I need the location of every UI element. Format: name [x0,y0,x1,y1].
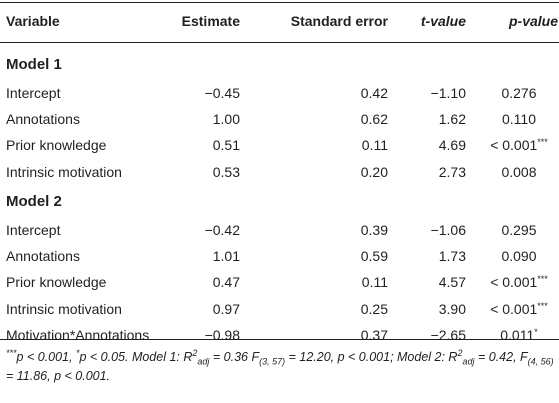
table-row: Intercept −0.45 0.42 −1.10 0.276 [0,80,559,106]
cell-standard-error: 0.62 [360,111,388,128]
cell-t-value: −1.10 [430,85,466,101]
table-row: Intrinsic motivation 0.97 0.25 3.90 < 0.001*… [0,296,559,322]
cell-p-value: 0.110 [480,106,558,132]
footnote-m2-stats-b: = 11.86, p < 0.001. [6,369,111,383]
table-row: Annotations 1.01 0.59 1.73 0.090 [0,243,559,269]
significance-mark: *** [537,274,548,285]
p-value-text: 0.295 [501,222,537,238]
group-row: Model 1 [0,52,559,78]
cell-variable: Motivation*Annotations [6,326,150,343]
cell-p-value: 0.008 [480,159,558,185]
cell-estimate: 0.97 [212,300,240,317]
group-label: Model 2 [6,193,62,210]
footnote-r2-sub-2: adj [462,356,475,367]
header-variable: Variable [6,13,60,29]
p-value-text: < 0.001 [490,137,538,154]
cell-standard-error: 0.25 [360,300,388,317]
footnote-sig1-mark: * [75,347,80,358]
cell-standard-error: 0.11 [361,137,388,154]
cell-estimate: 0.51 [212,137,240,154]
cell-t-value: 1.73 [438,248,466,265]
cell-t-value: 4.57 [438,274,466,291]
cell-t-value: 1.62 [438,111,466,128]
cell-variable: Prior knowledge [6,274,107,291]
cell-t-value: −1.06 [430,222,466,238]
cell-p-value: < 0.001*** [480,132,558,158]
cell-standard-error: 0.37 [360,326,388,343]
header-rule [0,42,559,43]
group-row: Model 2 [0,189,559,215]
table-row: Annotations 1.00 0.62 1.62 0.110 [0,106,559,132]
cell-standard-error: 0.20 [360,163,388,180]
p-value-text: 0.090 [501,248,537,265]
bottom-rule [0,339,559,340]
cell-t-value: 3.90 [438,300,466,317]
p-value-text: < 0.001 [490,274,538,291]
cell-estimate: 0.47 [212,274,240,291]
cell-estimate: 0.53 [212,163,240,180]
footnote-r2-sub-1: adj [197,356,210,367]
cell-estimate: −0.42 [204,222,240,238]
footnote-sig1-text: p < 0.05. Model 1: R [79,350,193,364]
cell-variable: Intrinsic motivation [6,300,122,317]
group-label: Model 1 [6,56,62,73]
cell-p-value: 0.295 [480,217,558,243]
significance-mark: *** [537,137,548,148]
header-estimate: Estimate [181,13,240,29]
table-row: Intercept −0.42 0.39 −1.06 0.295 [0,217,559,243]
cell-estimate: 1.00 [212,111,240,128]
top-rule [0,2,559,3]
footnote-m1-stats-b: = 12.20, p < 0.001; Model 2: R [285,350,458,364]
cell-estimate: −0.98 [204,326,240,343]
p-value-text: 0.110 [502,111,536,128]
p-value-text: 0.276 [501,85,537,101]
p-value-text: < 0.001 [490,300,538,317]
footnote-sig3-mark: *** [6,347,17,358]
cell-p-value: < 0.001*** [480,296,558,322]
cell-p-value: < 0.001*** [480,269,558,295]
cell-variable: Annotations [6,248,80,265]
header-standard-error: Standard error [290,13,388,29]
cell-estimate: −0.45 [204,85,240,101]
cell-standard-error: 0.42 [360,85,388,101]
cell-variable: Intrinsic motivation [6,163,122,180]
cell-variable: Intercept [6,222,61,238]
cell-estimate: 1.01 [212,248,240,265]
cell-standard-error: 0.39 [360,222,388,238]
significance-mark: *** [537,300,548,311]
table-row: Motivation*Annotations −0.98 0.37 −2.65 0.01… [0,322,559,348]
footnote-m2-df: (4, 56) [527,356,554,367]
cell-standard-error: 0.11 [361,274,388,291]
cell-t-value: 2.73 [438,163,466,180]
significance-mark: * [534,326,538,337]
cell-t-value: 4.69 [438,137,466,154]
cell-variable: Intercept [6,85,61,101]
cell-p-value: 0.276 [480,80,558,106]
cell-p-value: 0.011* [480,322,558,348]
footnote-r2-sup-1: 2 [192,347,198,358]
cell-p-value: 0.090 [480,243,558,269]
footnote-m1-stats-a: = 0.36 F [209,350,260,364]
table-row: Prior knowledge 0.51 0.11 4.69 < 0.001*** [0,132,559,158]
footnote-m1-df: (3, 57) [259,356,286,367]
p-value-text: 0.008 [501,163,537,180]
cell-t-value: −2.65 [430,326,466,343]
cell-standard-error: 0.59 [360,248,388,265]
footnote-sig3-text: p < 0.001, [16,350,76,364]
cell-variable: Annotations [6,111,80,128]
table-header-row: Variable Estimate Standard error t-value… [0,8,559,34]
table-footnote: ***p < 0.001, *p < 0.05. Model 1: R2adj … [6,348,554,386]
cell-variable: Prior knowledge [6,137,107,154]
header-p-value: p-value [508,13,558,29]
table-row: Intrinsic motivation 0.53 0.20 2.73 0.008 [0,159,559,185]
header-t-value: t-value [420,13,466,29]
table-row: Prior knowledge 0.47 0.11 4.57 < 0.001*** [0,269,559,295]
footnote-m2-stats-a: = 0.42, F [474,350,528,364]
footnote-r2-sup-2: 2 [457,347,463,358]
p-value-text: 0.011 [500,326,535,343]
